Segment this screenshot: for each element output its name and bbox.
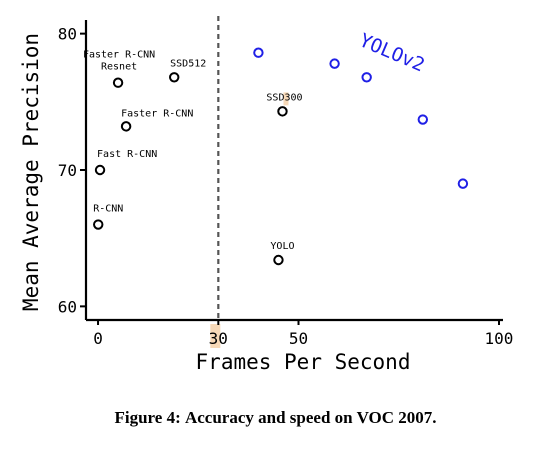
- series-label-yolov2: YOLOv2: [356, 29, 428, 76]
- x-tick-label: 30: [209, 329, 228, 348]
- highlights: [210, 92, 289, 348]
- point-yolov2: [253, 47, 264, 58]
- y-tick-label: 60: [58, 297, 77, 316]
- axes: 60 70 80 0 30 50 100: [58, 20, 514, 348]
- point: [169, 72, 180, 83]
- point-label-ssd512: SSD512: [170, 58, 206, 69]
- point: [93, 219, 104, 230]
- point-yolov2: [457, 178, 469, 189]
- point-label-faster-r-cnn-resnet: Faster R-CNN Resnet: [83, 50, 155, 73]
- x-axis-label: Frames Per Second: [196, 350, 411, 374]
- point: [120, 121, 132, 132]
- point: [112, 77, 124, 88]
- point-label-r-cnn: R-CNN: [93, 204, 123, 215]
- point: [277, 106, 288, 117]
- scatter-chart: 60 70 80 0 30 50 100 R-CNN Fast R-CNN Faster R-C…: [19, 16, 514, 374]
- figure-caption: Figure 4: Accuracy and speed on VOC 2007…: [0, 408, 551, 428]
- point: [94, 164, 106, 176]
- point: [273, 254, 284, 266]
- x-tick-label: 100: [485, 329, 514, 348]
- y-tick-label: 80: [58, 25, 77, 44]
- point-label-faster-r-cnn: Faster R-CNN: [121, 108, 193, 119]
- x-tick-label: 50: [289, 329, 308, 348]
- caption-text: Accuracy and speed on VOC 2007.: [184, 408, 437, 427]
- point-yolov2: [417, 114, 429, 125]
- point-label-ssd300: SSD300: [266, 92, 302, 103]
- caption-label: Figure 4:: [114, 408, 181, 427]
- y-axis-label: Mean Average Precision: [19, 33, 43, 311]
- point-yolov2: [329, 58, 340, 69]
- point-label-fast-r-cnn: Fast R-CNN: [97, 149, 157, 160]
- x-tick-label: 0: [93, 329, 103, 348]
- point-labels: R-CNN Fast R-CNN Faster R-CNN Faster R-CNN R…: [83, 29, 428, 252]
- data-points: [93, 47, 469, 266]
- highlight-30: [210, 324, 221, 348]
- y-tick-label: 70: [58, 161, 77, 180]
- point-yolov2: [361, 72, 372, 83]
- highlight-ssd300: [283, 92, 289, 106]
- point-label-yolo: YOLO: [270, 241, 294, 252]
